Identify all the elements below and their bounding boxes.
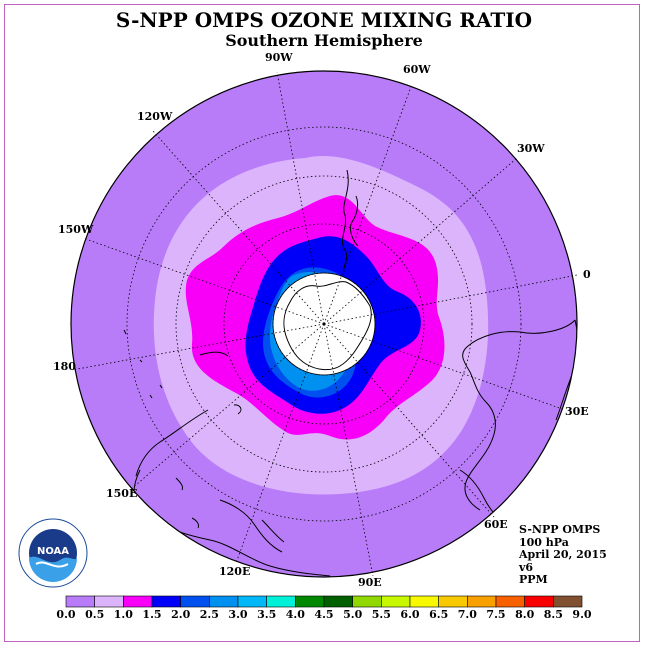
colorbar-tick-label: 3.5 bbox=[257, 608, 277, 621]
colorbar-tick-label: 8.5 bbox=[543, 608, 563, 621]
colorbar-swatch bbox=[180, 595, 210, 608]
colorbar-tick-label: 3.0 bbox=[228, 608, 248, 621]
lon-label-30e: 30E bbox=[565, 405, 589, 418]
lon-label-150e: 150E bbox=[106, 487, 137, 500]
south-pole-marker bbox=[322, 322, 326, 326]
map-border bbox=[70, 70, 578, 578]
colorbar-tick-label: 5.5 bbox=[371, 608, 391, 621]
colorbar-swatch bbox=[409, 595, 439, 608]
lon-label-120e: 120E bbox=[219, 565, 250, 578]
lon-label-60e: 60E bbox=[484, 518, 508, 531]
colorbar-swatch bbox=[237, 595, 267, 608]
colorbar-swatch bbox=[209, 595, 239, 608]
colorbar-tick-label: 4.0 bbox=[285, 608, 305, 621]
colorbar-swatch bbox=[524, 595, 554, 608]
noaa-logo: NOAA bbox=[18, 518, 88, 588]
colorbar bbox=[65, 595, 583, 608]
lon-label-180: 180 bbox=[53, 360, 76, 373]
map-subtitle: Southern Hemisphere bbox=[225, 31, 423, 50]
colorbar-tick-label: 1.5 bbox=[142, 608, 162, 621]
colorbar-tick-label: 5.0 bbox=[343, 608, 363, 621]
colorbar-swatch bbox=[352, 595, 382, 608]
colorbar-tick-label: 1.0 bbox=[113, 608, 133, 621]
colorbar-tick-label: 9.0 bbox=[572, 608, 592, 621]
info-level: 100 hPa bbox=[519, 535, 569, 549]
logo-text: NOAA bbox=[37, 546, 69, 557]
colorbar-tick-label: 0.5 bbox=[85, 608, 105, 621]
info-block: S-NPP OMPS 100 hPa April 20, 2015 v6 PPM bbox=[519, 523, 607, 587]
info-instrument: S-NPP OMPS bbox=[519, 523, 601, 536]
map-title: S-NPP OMPS OZONE MIXING RATIO bbox=[115, 8, 533, 32]
colorbar-swatch bbox=[151, 595, 181, 608]
colorbar-tick-labels: 0.0 0.5 1.0 1.5 2.0 2.5 3.0 3.5 4.0 4.5 5.0 5.5 6.0 6… bbox=[0, 608, 648, 622]
colorbar-tick-label: 6.0 bbox=[400, 608, 420, 621]
colorbar-tick-label: 7.5 bbox=[486, 608, 506, 621]
colorbar-swatch bbox=[295, 595, 325, 608]
info-version: v6 bbox=[519, 560, 534, 574]
figure-frame bbox=[4, 4, 640, 642]
colorbar-tick-label: 6.5 bbox=[429, 608, 449, 621]
colorbar-swatch bbox=[495, 595, 525, 608]
colorbar-swatch bbox=[381, 595, 411, 608]
colorbar-tick-label: 4.5 bbox=[314, 608, 334, 621]
colorbar-tick-label: 7.0 bbox=[457, 608, 477, 621]
lon-label-60w: 60W bbox=[403, 63, 431, 76]
colorbar-tick-label: 0.0 bbox=[56, 608, 76, 621]
colorbar-swatch bbox=[65, 595, 95, 608]
colorbar-tick-label: 2.0 bbox=[171, 608, 191, 621]
colorbar-swatch bbox=[123, 595, 153, 608]
lon-label-120w: 120W bbox=[137, 110, 173, 123]
colorbar-swatch bbox=[467, 595, 497, 608]
lon-label-0: 0 bbox=[583, 268, 591, 281]
lon-label-90e: 90E bbox=[358, 576, 382, 589]
graticule bbox=[71, 71, 578, 577]
colorbar-swatch bbox=[438, 595, 468, 608]
lon-label-90w: 90W bbox=[265, 51, 293, 64]
info-date: April 20, 2015 bbox=[519, 548, 607, 561]
colorbar-tick-label: 2.5 bbox=[199, 608, 219, 621]
lon-label-30w: 30W bbox=[517, 142, 545, 155]
colorbar-swatch bbox=[323, 595, 353, 608]
colorbar-swatch bbox=[266, 595, 296, 608]
lon-label-150w: 150W bbox=[58, 223, 94, 236]
colorbar-swatch bbox=[553, 595, 583, 608]
info-units: PPM bbox=[519, 573, 548, 586]
colorbar-swatch bbox=[94, 595, 124, 608]
colorbar-tick-label: 8.0 bbox=[515, 608, 535, 621]
